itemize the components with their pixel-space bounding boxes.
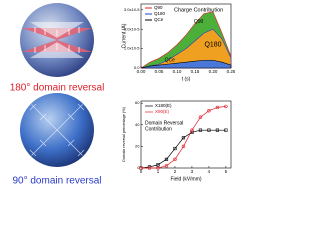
legend-label: X90(E) — [155, 109, 170, 114]
legend-label: QCe — [154, 17, 164, 22]
marker — [164, 157, 169, 161]
x-tick-label: 0.15 — [191, 69, 200, 74]
marker — [224, 104, 228, 109]
x-tick-label: 4 — [208, 169, 211, 174]
annotation: Contribution — [145, 126, 172, 132]
marker — [181, 136, 186, 140]
marker — [190, 128, 194, 132]
marker — [207, 109, 211, 113]
area-label: QCe — [165, 58, 176, 64]
sphere-180 — [20, 3, 94, 77]
legend-label: Q90 — [154, 5, 163, 10]
x-tick-label: 0.25 — [227, 69, 235, 74]
x-tick-label: 2 — [174, 169, 177, 174]
x-tick-label: 0.10 — [173, 69, 182, 74]
line — [140, 129, 226, 169]
y-axis-label: Current (A) — [121, 23, 127, 48]
y-tick-label: 1.0x10-5 — [124, 46, 140, 51]
x-tick-label: 5 — [225, 169, 228, 174]
legend-label: X180(E) — [155, 103, 172, 108]
x-tick-label: 1 — [157, 169, 160, 174]
annotation: Domain Reversal — [145, 120, 183, 126]
x-tick-label: 0.05 — [155, 69, 164, 74]
marker — [156, 163, 160, 167]
area-label: Q180 — [204, 42, 221, 49]
y-tick-label: 0.0 — [134, 65, 140, 70]
x-axis-label: Field (kV/mm) — [170, 176, 201, 182]
marker — [198, 115, 203, 119]
area — [140, 28, 232, 69]
marker — [224, 128, 228, 132]
y-tick-label: 20 — [135, 143, 140, 148]
line — [141, 106, 226, 169]
x-tick-label: 0.20 — [209, 69, 218, 74]
marker — [207, 128, 211, 132]
marker — [215, 105, 220, 110]
y-axis-label: Domain reversal percentage (%) — [122, 106, 126, 161]
x-tick-label: 0.00 — [137, 69, 146, 74]
annotation: Charge Contribution — [174, 7, 223, 13]
area — [140, 59, 232, 69]
y-tick-label: 60 — [135, 100, 140, 105]
x-axis-label: t (s) — [182, 76, 191, 82]
legend-label: Q180 — [154, 11, 166, 16]
marker — [139, 166, 143, 170]
label-90: 90° domain reversal — [12, 176, 101, 187]
marker — [198, 128, 203, 132]
sphere-90 — [20, 93, 94, 167]
y-tick-label: 40 — [135, 122, 140, 127]
area-label: Q90 — [194, 19, 204, 25]
x-tick-label: 0 — [140, 169, 143, 174]
y-tick-label: 3.0x10-5 — [124, 7, 140, 12]
marker — [173, 146, 177, 151]
y-tick-label: 2.0x10-5 — [124, 26, 140, 31]
marker — [215, 128, 220, 132]
figure: 180° domain reversal 90° domain reversal… — [10, 3, 235, 187]
marker — [156, 166, 160, 170]
marker — [181, 144, 186, 149]
marker — [173, 157, 177, 162]
plot-area — [140, 100, 232, 169]
y-tick-label: 0 — [137, 165, 140, 170]
x-tick-label: 3 — [191, 169, 194, 174]
marker — [147, 166, 152, 170]
marker — [164, 164, 169, 168]
label-180: 180° domain reversal — [10, 83, 105, 94]
